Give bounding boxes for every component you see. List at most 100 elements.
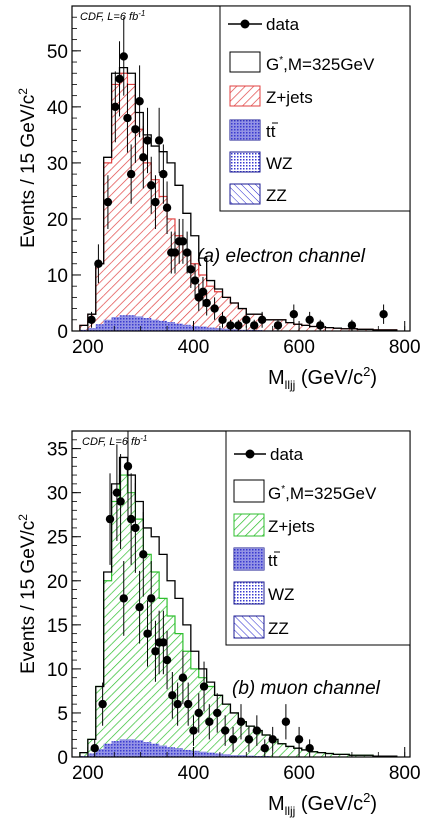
- legend: data G*,M=325GeV Z+jets tt WZ: [219, 5, 411, 212]
- zjets-bar: [254, 730, 263, 757]
- legend-swatch-gstar: [233, 479, 265, 503]
- data-point: [347, 321, 357, 330]
- x-axis-label: Mlljj (GeV/c2): [268, 790, 377, 818]
- ttbar-bar-texture: [127, 315, 136, 331]
- zjets-bar: [95, 686, 104, 757]
- y-tick-label: 25: [47, 528, 68, 549]
- data-point: [139, 153, 148, 162]
- ttbar-bar-texture: [87, 328, 96, 331]
- legend-ttbar: tt: [233, 547, 280, 571]
- data-point: [268, 735, 277, 744]
- y-tick-label: 0: [57, 748, 68, 769]
- zjets-bar: [111, 501, 120, 757]
- legend-data-marker: [245, 449, 255, 459]
- zjets-bar: [103, 162, 112, 331]
- zjets-bar: [95, 263, 104, 331]
- x-tick-label: 600: [283, 763, 315, 784]
- data-point: [189, 726, 198, 735]
- zjets-bar: [309, 326, 318, 331]
- data-point: [90, 743, 99, 753]
- data-point: [305, 743, 314, 753]
- zjets-bar: [254, 314, 263, 331]
- ttbar-bar-texture: [174, 748, 183, 757]
- legend-wz: WZ: [229, 151, 292, 173]
- zjets-bar: [111, 84, 120, 331]
- zjets-bar: [119, 73, 128, 331]
- data-point: [111, 102, 120, 112]
- data-point: [236, 717, 246, 726]
- data-point: [316, 321, 325, 330]
- legend-label-zz: ZZ: [266, 186, 287, 205]
- y-tick-label: 30: [47, 484, 68, 505]
- data-point: [273, 321, 283, 330]
- ttbar-bar-texture: [174, 323, 183, 331]
- data-point: [205, 717, 214, 726]
- zjets-bar: [325, 753, 334, 757]
- y-tick-label: 20: [47, 572, 68, 593]
- data-point: [228, 735, 238, 744]
- y-axis-label: Events / 15 GeV/c2: [16, 88, 39, 248]
- y-tick-label: 50: [47, 42, 68, 63]
- ttbar-bar-texture: [206, 327, 215, 331]
- data-point: [190, 276, 200, 285]
- data-point: [112, 488, 122, 497]
- x-tick-label: 800: [389, 763, 421, 784]
- data-point: [242, 315, 251, 324]
- data-point: [123, 113, 132, 123]
- zjets-bar: [127, 84, 136, 331]
- cdf-annotation: CDF, L=6 fb-1: [80, 9, 145, 23]
- legend-label-data: data: [270, 445, 304, 464]
- zjets-bar: [365, 329, 374, 331]
- data-point: [162, 655, 172, 665]
- data-point: [210, 304, 219, 313]
- legend-zz: ZZ: [233, 615, 289, 639]
- ttbar-bar-texture: [151, 319, 160, 331]
- y-tick-label: 0: [57, 322, 68, 343]
- zjets-bar: [167, 616, 175, 757]
- legend-swatch-zz: [233, 615, 265, 639]
- x-tick-label: 200: [72, 763, 104, 784]
- data-point: [226, 321, 235, 330]
- legend-swatch-zz: [229, 183, 261, 205]
- ttbar-bar-texture: [214, 328, 223, 331]
- ttbar-bar-texture: [230, 329, 239, 331]
- ttbar-bar-texture: [198, 751, 207, 757]
- zjets-bar: [135, 129, 144, 331]
- ttbar-bar-texture: [167, 322, 175, 331]
- data-point: [94, 259, 103, 268]
- legend-gstar: G*,M=325GeV: [229, 51, 375, 74]
- gstar-outline: [79, 66, 398, 331]
- data-point: [135, 97, 144, 106]
- ttbar-bar-texture: [87, 753, 96, 757]
- data-point: [379, 309, 388, 319]
- legend-label-zjets: Z+jets: [266, 88, 313, 107]
- data-point: [123, 462, 133, 471]
- channel-label: (b) muon channel: [232, 678, 381, 699]
- legend-label-ttbar: tt: [268, 551, 278, 570]
- data-point: [131, 125, 140, 134]
- chart-panel-muon: 0 5 10 15 20 25 30 35 200 400 600 800 CDF, L=6 fb-1…: [16, 430, 421, 818]
- y-tick-label: 15: [47, 616, 68, 637]
- zjets-bar: [277, 743, 286, 757]
- zjets-bar: [317, 752, 326, 757]
- zjets-bar: [349, 755, 358, 757]
- data-point: [289, 309, 299, 319]
- zjets-bar: [182, 252, 191, 331]
- zjets-bar: [301, 749, 310, 757]
- data-point: [257, 315, 267, 324]
- zjets-bar: [341, 328, 350, 331]
- data-point: [178, 673, 188, 682]
- zjets-bar: [143, 162, 152, 331]
- data-point: [126, 514, 136, 524]
- legend-label-zjets: Z+jets: [268, 517, 315, 536]
- data-point: [250, 321, 259, 330]
- data-point: [139, 550, 148, 559]
- channel-label: (a) electron channel: [197, 246, 366, 267]
- zjets-bar: [79, 752, 88, 757]
- ttbar-bar-texture: [143, 318, 152, 331]
- zjets-bar: [167, 218, 175, 331]
- zjets-bar: [230, 302, 239, 331]
- zjets-bar: [159, 196, 168, 331]
- data-point: [87, 315, 96, 324]
- ttbar-bar-texture: [222, 754, 231, 757]
